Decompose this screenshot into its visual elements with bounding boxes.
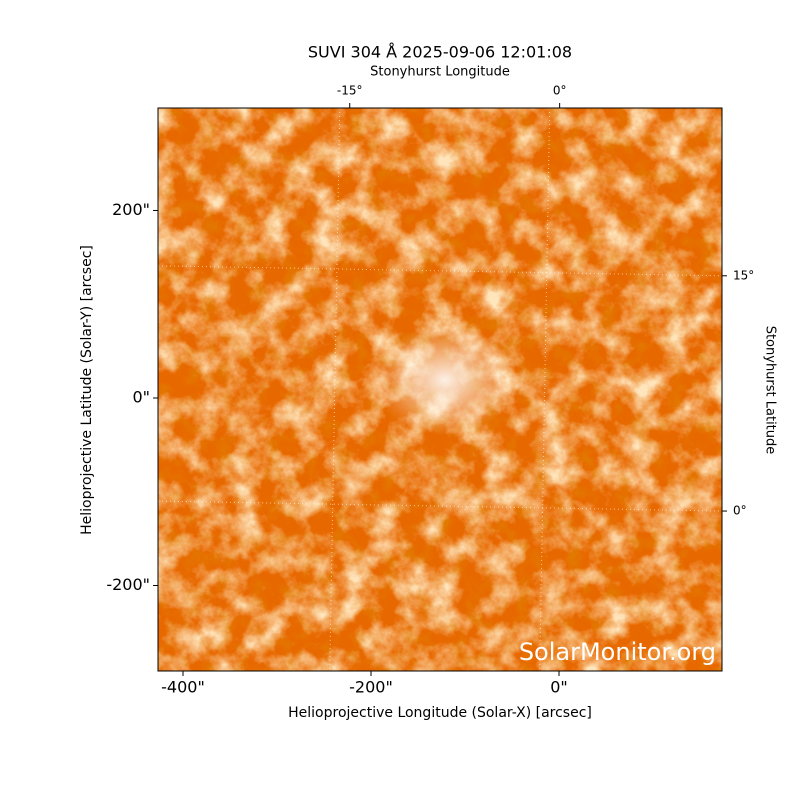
x-tick-label: 0" — [550, 678, 568, 697]
plot-frame — [157, 107, 723, 672]
y-axis-label: Helioprojective Latitude (Solar-Y) [arcs… — [79, 245, 95, 535]
x2-tick-label: 0° — [553, 84, 567, 98]
solar-image — [158, 108, 722, 671]
y-tick-label: -200" — [106, 575, 150, 594]
y-tick-label: 200" — [112, 200, 150, 219]
x2-tick-label: -15° — [337, 84, 363, 98]
y2-tick-label: 15° — [733, 268, 754, 282]
x-axis-label: Helioprojective Longitude (Solar-X) [arc… — [288, 705, 592, 721]
y2-axis-label: Stonyhurst Latitude — [763, 326, 778, 455]
x-tick-label: -200" — [349, 678, 393, 697]
x2-axis-label: Stonyhurst Longitude — [370, 65, 510, 80]
watermark: SolarMonitor.org — [519, 638, 716, 666]
y2-tick-label: 0° — [733, 504, 747, 518]
chart-title: SUVI 304 Å 2025-09-06 12:01:08 — [308, 43, 572, 62]
x-tick-label: -400" — [161, 678, 205, 697]
y-tick-label: 0" — [132, 387, 150, 406]
